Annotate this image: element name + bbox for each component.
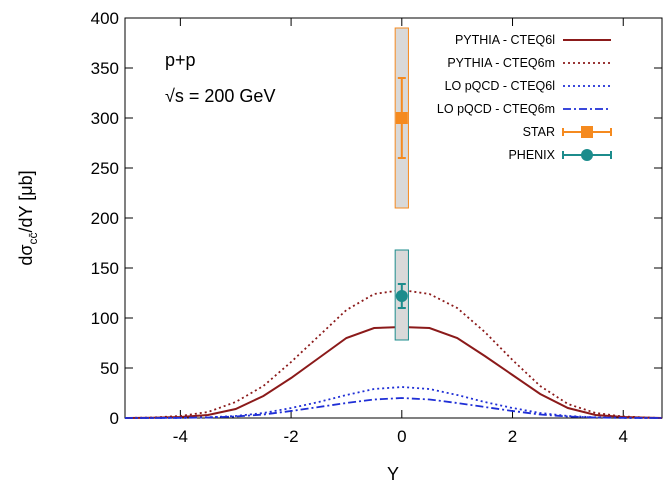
data-point-1 [395,290,408,302]
legend-label-2: LO pQCD - CTEQ6l [445,79,555,93]
y-axis-label: dσcc̄/dY [μb] [16,170,40,265]
legend: PYTHIA - CTEQ6l PYTHIA - CTEQ6m LO pQCD - … [437,33,612,162]
plot-frame [124,17,663,419]
y-tick-label: 0 [110,409,119,428]
series-line-2 [125,386,662,419]
legend-label-0: PYTHIA - CTEQ6l [455,33,555,47]
legend-label-5: PHENIX [508,148,555,162]
series-layer [124,289,663,419]
series-line-1 [124,289,663,419]
y-tick-label: 250 [91,159,119,178]
y-tick-label: 400 [91,9,119,28]
legend-label-1: PYTHIA - CTEQ6m [447,56,555,70]
legend-marker-5 [581,149,593,161]
x-tick-label: 0 [397,427,406,446]
y-tick-label: 200 [91,209,119,228]
series-line-3 [125,397,662,419]
x-tick-label: 4 [619,427,628,446]
x-tick-label: 2 [508,427,517,446]
y-tick-label: 300 [91,109,119,128]
x-tick-label: -4 [173,427,188,446]
annotation-system: p+p [165,50,196,70]
x-ticks: -4 -2 0 2 4 [173,18,628,446]
y-axis-label-main: dσ [16,244,36,265]
y-ticks: 0 50 100 150 200 250 300 350 400 [91,9,662,428]
y-tick-label: 50 [100,359,119,378]
legend-marker-4 [581,126,593,138]
y-tick-label: 150 [91,259,119,278]
x-tick-label: -2 [284,427,299,446]
y-axis-label-sub: cc̄ [26,232,40,244]
y-tick-label: 100 [91,309,119,328]
data-point-0 [395,112,408,124]
y-axis-label-rest: /dY [μb] [16,170,36,232]
x-axis-label: Y [387,464,399,484]
legend-label-3: LO pQCD - CTEQ6m [437,102,555,116]
points-layer [394,27,409,341]
y-tick-label: 350 [91,59,119,78]
annotation-energy: √s = 200 GeV [165,86,275,106]
legend-label-4: STAR [523,125,555,139]
series-line-0 [124,325,663,419]
